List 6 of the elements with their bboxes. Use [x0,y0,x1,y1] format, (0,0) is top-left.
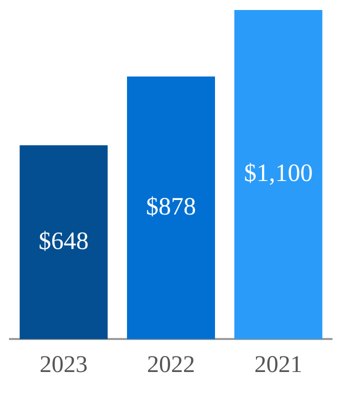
x-tick-label: 2022 [147,352,195,378]
x-tick-label: 2023 [40,352,88,378]
x-tick-label: 2021 [254,352,302,378]
data-label: $1,100 [244,160,313,188]
data-label: $878 [146,193,196,220]
data-label: $648 [38,228,89,255]
